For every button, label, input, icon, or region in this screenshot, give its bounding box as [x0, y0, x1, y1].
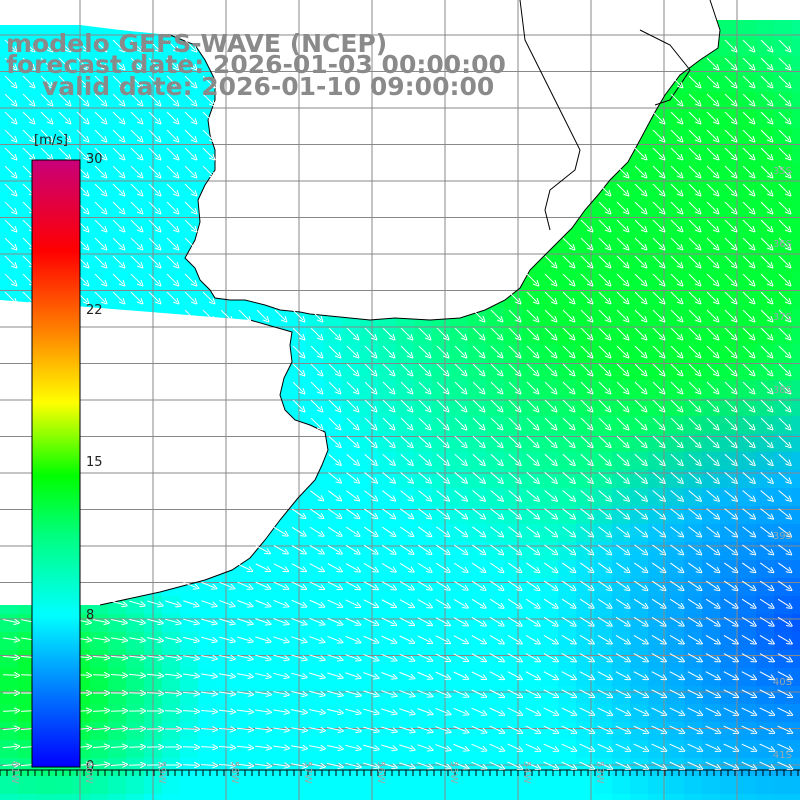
- colorbar-unit: [m/s]: [34, 133, 68, 148]
- wind-vectors: [2, 39, 790, 768]
- lon-label: 58W: [229, 761, 240, 784]
- lon-label: 56W: [375, 761, 386, 784]
- lat-label: 38S: [772, 385, 792, 396]
- lon-label: 54W: [521, 761, 532, 784]
- colorbar-tick-15: 15: [86, 455, 103, 470]
- coastline: [99, 0, 721, 606]
- lat-label: 36S: [772, 239, 792, 250]
- lon-label: 53W: [594, 761, 605, 784]
- land-mask: [0, 0, 720, 605]
- lon-label: 60W: [83, 761, 94, 784]
- lat-label: 41S: [772, 750, 792, 761]
- lat-label: 35S: [772, 166, 792, 177]
- lon-label: 55W: [448, 761, 459, 784]
- title-forecast-date: forecast date: 2026-01-03 00:00:00: [6, 50, 506, 79]
- lat-label: 39S: [772, 531, 792, 542]
- colorbar-tick-22: 22: [86, 303, 103, 318]
- lon-label: 59W: [156, 761, 167, 784]
- colorbar-tick-0: 0: [86, 759, 95, 774]
- lon-label: 57W: [302, 761, 313, 784]
- colorbar-tick-30: 30: [86, 152, 103, 167]
- colorbar: [31, 159, 81, 768]
- colorbar-tick-8: 8: [86, 608, 95, 623]
- title-valid-date: valid date: 2026-01-10 09:00:00: [42, 72, 495, 101]
- title-model: modelo GEFS-WAVE (NCEP): [6, 29, 388, 58]
- lat-label: 40S: [772, 677, 792, 688]
- lon-label: 61W: [9, 761, 20, 784]
- lat-label: 37S: [772, 312, 792, 323]
